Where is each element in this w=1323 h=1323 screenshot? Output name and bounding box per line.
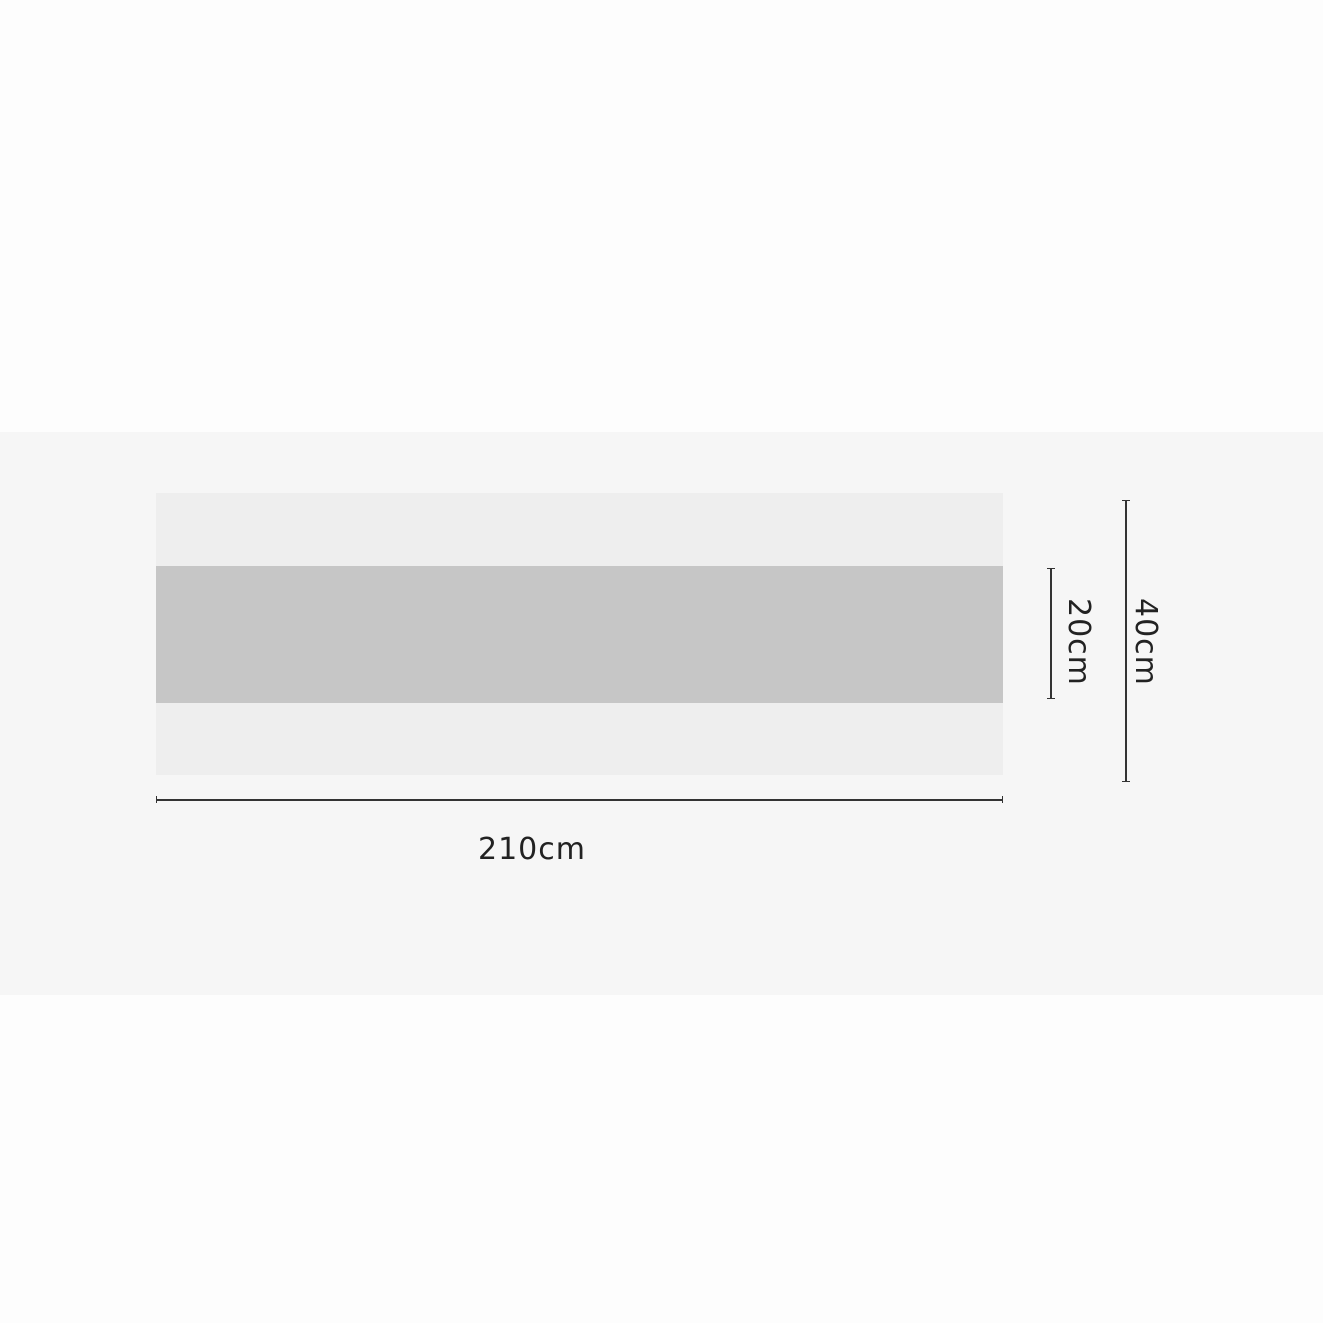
band-width-label: 20cm <box>1061 598 1096 686</box>
band-width-dimension-line <box>1047 568 1055 699</box>
length-dimension-line <box>156 796 1003 803</box>
total-width-label: 40cm <box>1128 598 1163 686</box>
runner-center-band <box>156 566 1003 703</box>
total-width-dimension-line <box>1122 500 1130 782</box>
table-runner <box>156 493 1003 775</box>
length-label: 210cm <box>478 832 586 867</box>
